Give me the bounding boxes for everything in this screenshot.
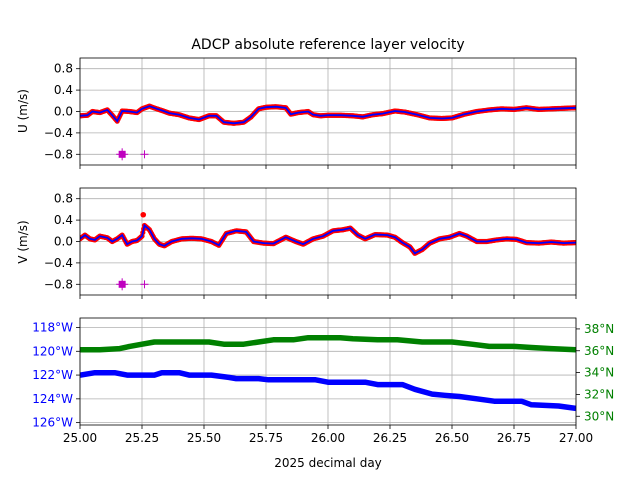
lat-ytick-label-0: 38°N — [584, 322, 614, 336]
lon-ytick-label-4: 126°W — [32, 416, 73, 430]
panel-0-ytick-label-1: 0.4 — [54, 83, 73, 97]
lon-ytick-label-0: 118°W — [32, 321, 73, 335]
v-ylabel: V (m/s) — [16, 220, 30, 263]
x-tick-label-5: 26.25 — [373, 431, 407, 445]
panel-1-frame — [79, 187, 577, 296]
panel-0-ytick-label-4: −0.8 — [44, 147, 73, 161]
lat-ytick-label-2: 34°N — [584, 366, 614, 380]
x-tick-label-1: 25.25 — [125, 431, 159, 445]
lat-ytick-label-3: 32°N — [584, 387, 614, 401]
panel-1-ytick-label-3: −0.4 — [44, 256, 73, 270]
v-velocity-panel: V (m/s) 0.8 0.4 0.0 −0.4 −0.8 — [16, 187, 577, 299]
x-tick-label-7: 26.75 — [497, 431, 531, 445]
x-tick-label-8: 27.00 — [559, 431, 593, 445]
lat-ytick-label-4: 30°N — [584, 409, 614, 423]
x-tick-label-6: 26.50 — [435, 431, 469, 445]
panel-1-ytick-label-4: −0.8 — [44, 277, 73, 291]
panel-1-smoothed-line — [80, 223, 576, 255]
panel-2-frame — [79, 317, 577, 426]
panel-0-ytick-label-0: 0.8 — [54, 62, 73, 76]
x-tick-label-4: 26.00 — [311, 431, 345, 445]
lon-ytick-label-2: 122°W — [32, 368, 73, 382]
lon-ytick-label-1: 120°W — [32, 344, 73, 358]
x-tick-label-2: 25.50 — [187, 431, 221, 445]
panel-1-peak-point — [140, 211, 147, 218]
panel-0-frame — [79, 57, 577, 166]
latitude-track-line — [80, 334, 576, 353]
u-velocity-panel: U (m/s) 0.8 0.4 0.0 −0.4 −0.8 — [16, 57, 577, 169]
lon-ytick-label-3: 124°W — [32, 392, 73, 406]
panel-0-ytick-label-2: 0.0 — [54, 105, 73, 119]
x-tick-label-0: 25.00 — [63, 431, 97, 445]
x-axis-label: 2025 decimal day — [274, 456, 382, 470]
panel-1-ytick-label-1: 0.4 — [54, 213, 73, 227]
panel-0-smoothed-line — [80, 105, 576, 125]
longitude-track-line — [80, 369, 576, 412]
x-tick-label-3: 25.75 — [249, 431, 283, 445]
panel-1-ytick-label-2: 0.0 — [54, 235, 73, 249]
panel-0-ytick-label-3: −0.4 — [44, 126, 73, 140]
panel-0-plot-area — [80, 103, 576, 161]
position-panel: 118°W 120°W 122°W 124°W 126°W 38°N 36°N 34°N 32°… — [32, 317, 614, 445]
panel-1-plot-area — [80, 211, 576, 291]
u-ylabel: U (m/s) — [16, 89, 30, 133]
panel-1-ytick-label-0: 0.8 — [54, 192, 73, 206]
panel-2-plot-area — [80, 334, 576, 412]
chart-title: ADCP absolute reference layer velocity — [191, 37, 464, 53]
lat-ytick-label-1: 36°N — [584, 344, 614, 358]
